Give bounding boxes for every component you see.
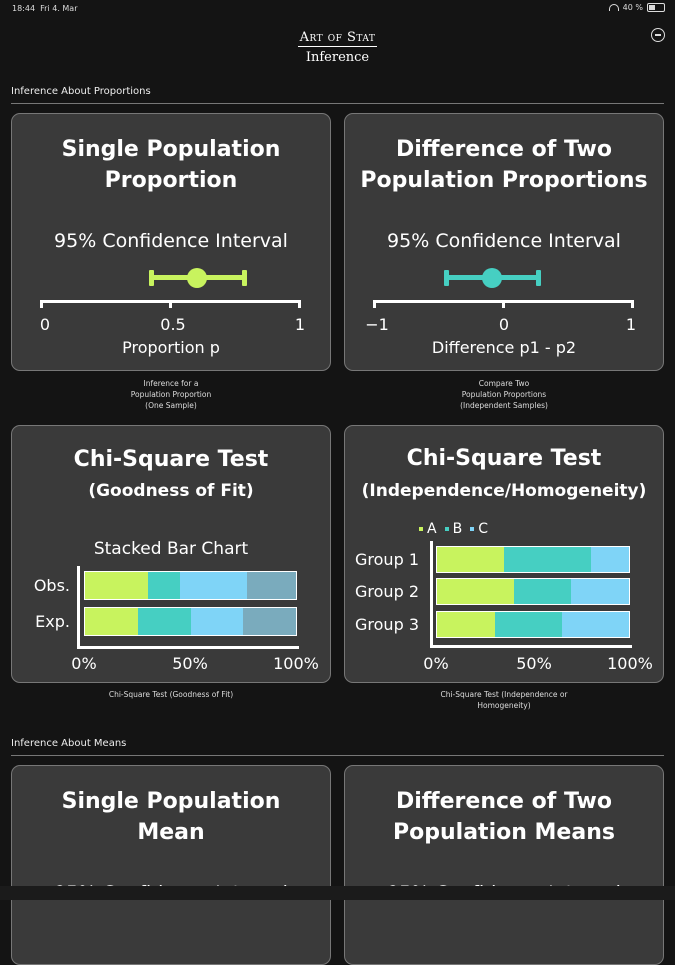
card-title: Difference of Two Population Proportions — [360, 137, 648, 193]
x-tick-label: 0% — [71, 654, 97, 673]
minus-circle-icon[interactable] — [651, 28, 665, 42]
row-label: Obs. — [33, 576, 70, 595]
card-caption: Chi-Square Test (Independence or Homogen… — [440, 690, 568, 710]
axis-title: Proportion p — [122, 338, 220, 357]
legend-item: A — [419, 521, 437, 537]
segment — [571, 579, 629, 604]
ci-label: 95% Confidence Interval — [54, 230, 288, 252]
ci-cap-left — [444, 270, 449, 286]
legend-item: B — [444, 521, 462, 537]
card-single-mean[interactable]: Single Population Mean 95% Confidence In… — [11, 765, 331, 965]
x-tick — [298, 300, 301, 308]
segment — [494, 612, 562, 637]
row-label: Group 2 — [355, 582, 419, 601]
x-tick — [631, 300, 634, 308]
x-tick — [373, 300, 376, 308]
x-axis — [430, 645, 632, 648]
section-label-proportions: Inference About Proportions — [11, 86, 151, 97]
card-title: Single Population Mean — [61, 789, 281, 845]
section-divider — [11, 755, 664, 756]
stacked-bar-obs — [84, 571, 297, 600]
card-caption: Inference for a Population Proportion (O… — [130, 379, 212, 410]
card-title: Chi-Square Test — [73, 447, 269, 472]
stacked-bar-exp — [84, 607, 297, 636]
segment — [148, 572, 180, 599]
card-title: Chi-Square Test — [406, 446, 602, 471]
x-tick-label: 100% — [273, 654, 319, 673]
card-title: Single Population Proportion — [61, 137, 281, 193]
x-tick-label: 1 — [294, 315, 306, 334]
row-label: Exp. — [35, 612, 70, 631]
x-tick — [40, 300, 43, 308]
ci-cap-right — [536, 270, 541, 286]
page-title: Inference — [305, 50, 370, 65]
card-subtitle: (Independence/Homogeneity) — [361, 481, 647, 501]
row-label: Group 3 — [355, 615, 419, 634]
segment — [504, 547, 591, 572]
row-label: Group 1 — [355, 550, 419, 569]
x-tick-label: 100% — [607, 654, 653, 673]
x-tick — [502, 300, 505, 308]
segment — [137, 608, 191, 635]
x-tick-label: 0.5 — [160, 315, 186, 334]
card-chi-square-goodness-of-fit[interactable]: Chi-Square Test (Goodness of Fit) Stacke… — [11, 425, 331, 683]
card-difference-proportions[interactable]: Difference of Two Population Proportions… — [344, 113, 664, 371]
stacked-bar-group-2 — [436, 578, 630, 605]
segment — [85, 572, 149, 599]
y-axis — [77, 566, 80, 648]
ci-cap-left — [149, 270, 154, 286]
y-axis — [430, 541, 433, 647]
segment — [179, 572, 248, 599]
status-time: 18:44 Fri 4. Mar — [12, 4, 78, 13]
stacked-bar-group-1 — [436, 546, 630, 573]
segment — [190, 608, 244, 635]
ci-point-estimate — [482, 268, 502, 288]
wifi-icon — [608, 4, 619, 11]
section-divider — [11, 103, 664, 104]
x-tick-label: 0% — [423, 654, 449, 673]
card-single-proportion[interactable]: Single Population Proportion 95% Confide… — [11, 113, 331, 371]
ci-point-estimate — [187, 268, 207, 288]
stacked-bar-group-3 — [436, 611, 630, 638]
status-bar: 18:44 Fri 4. Mar 40 % — [0, 0, 675, 18]
legend: A B C — [419, 521, 488, 537]
x-tick-label: 0 — [498, 315, 510, 334]
segment — [437, 612, 495, 637]
bottom-bar — [0, 886, 675, 900]
battery-percent: 40 % — [622, 3, 643, 12]
x-tick — [169, 300, 172, 308]
axis-title: Difference p1 - p2 — [431, 338, 577, 357]
card-caption: Chi-Square Test (Goodness of Fit) — [108, 690, 234, 699]
segment — [85, 608, 138, 635]
card-subtitle: (Goodness of Fit) — [88, 481, 254, 501]
legend-item: C — [470, 521, 488, 537]
segment — [561, 612, 629, 637]
x-tick-label: 1 — [625, 315, 637, 334]
card-caption: Compare Two Population Proportions (Inde… — [460, 379, 548, 410]
x-axis — [77, 646, 299, 649]
status-right: 40 % — [608, 3, 665, 12]
segment — [437, 579, 514, 604]
card-difference-means[interactable]: Difference of Two Population Means 95% C… — [344, 765, 664, 965]
x-tick-label: 50% — [516, 654, 552, 673]
x-tick-label: −1 — [365, 315, 389, 334]
ci-label: 95% Confidence Interval — [387, 230, 621, 252]
card-chi-square-independence[interactable]: Chi-Square Test (Independence/Homogeneit… — [344, 425, 664, 683]
ci-cap-right — [242, 270, 247, 286]
app-brand: Art of Stat — [297, 30, 378, 47]
card-title: Difference of Two Population Means — [393, 789, 615, 845]
segment — [437, 547, 505, 572]
segment — [513, 579, 572, 604]
status-date: Fri 4. Mar — [40, 4, 78, 13]
x-tick-label: 50% — [172, 654, 208, 673]
battery-icon — [647, 3, 665, 12]
x-tick-label: 0 — [39, 315, 51, 334]
segment — [247, 572, 296, 599]
segment — [243, 608, 296, 635]
app-header: Art of Stat Inference — [0, 26, 675, 65]
section-label-means: Inference About Means — [11, 738, 127, 749]
chart-title: Stacked Bar Chart — [93, 539, 249, 559]
segment — [590, 547, 629, 572]
